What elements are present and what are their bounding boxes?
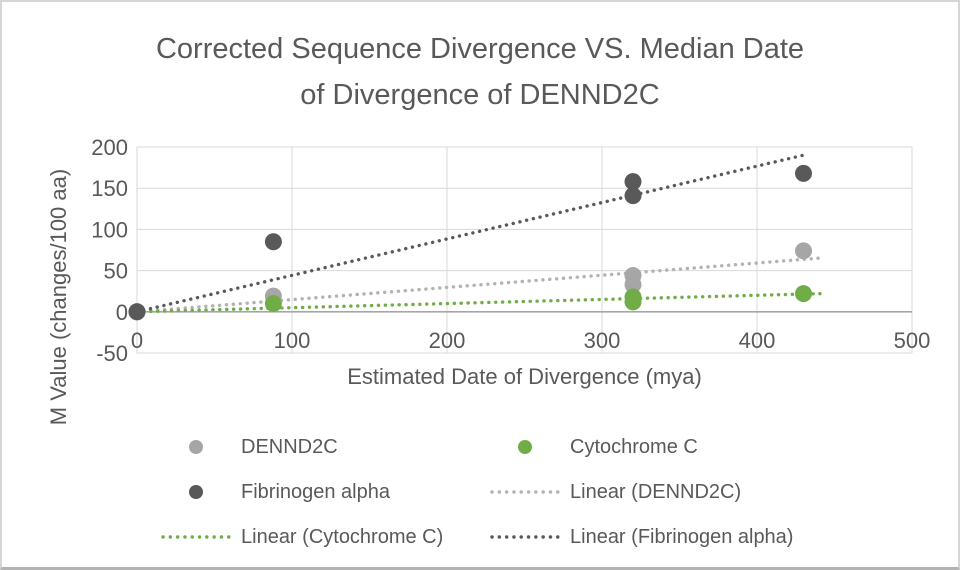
legend-item-linear-cytochrome-c: Linear (Cytochrome C) <box>160 524 443 550</box>
y-tick-label-100: 100 <box>91 217 128 242</box>
y-tick-label-200: 200 <box>91 135 128 160</box>
y-axis-title: M Value (changes/100 aa) <box>46 168 71 426</box>
y-tick-label-150: 150 <box>91 176 128 201</box>
legend-marker-dot <box>160 440 232 454</box>
x-axis-title: Estimated Date of Divergence (mya) <box>347 364 702 389</box>
legend-dot-icon <box>189 485 203 499</box>
legend-label: Cytochrome C <box>570 435 698 458</box>
x-tick-label-100: 100 <box>274 328 311 353</box>
legend-item-linear-dennd2c: Linear (DENND2C) <box>489 479 741 505</box>
legend-dot-icon <box>189 440 203 454</box>
point-fibrinogen-alpha <box>128 303 146 321</box>
point-fibrinogen-alpha <box>624 173 642 191</box>
x-tick-label-200: 200 <box>429 328 466 353</box>
legend-item-cytochrome-c: Cytochrome C <box>489 434 698 460</box>
legend-marker-dotted-line <box>489 534 561 540</box>
point-fibrinogen-alpha <box>624 187 642 205</box>
chart-title-line-2: of Divergence of DENND2C <box>300 79 660 111</box>
dotted-line-icon <box>490 490 560 494</box>
point-cytochrome-c <box>264 295 282 313</box>
legend-item-linear-fibrinogen-alpha: Linear (Fibrinogen alpha) <box>489 524 793 550</box>
trendline-linear-fibrinogen-alpha <box>135 153 807 314</box>
legend-marker-dot <box>489 440 561 454</box>
legend-label: Linear (Fibrinogen alpha) <box>570 525 794 548</box>
y-tick-label-0: 0 <box>116 300 128 325</box>
y-tick-label-50: 50 <box>104 259 128 284</box>
dotted-line-icon <box>161 535 231 539</box>
legend-marker-dotted-line <box>489 489 561 495</box>
trendline-linear-dennd2c <box>135 256 826 314</box>
dotted-line-icon <box>490 535 560 539</box>
point-fibrinogen-alpha <box>795 164 812 182</box>
x-tick-label-0: 0 <box>131 328 143 353</box>
legend-item-fibrinogen-alpha: Fibrinogen alpha <box>160 479 390 505</box>
point-dennd2c <box>624 267 642 285</box>
point-cytochrome-c <box>795 285 812 303</box>
point-fibrinogen-alpha <box>264 233 282 251</box>
x-tick-label-300: 300 <box>584 328 621 353</box>
x-tick-label-500: 500 <box>894 328 931 353</box>
y-tick-label--50: -50 <box>96 341 128 366</box>
trendline-linear-cytochrome-c <box>135 291 826 314</box>
x-tick-label-400: 400 <box>739 328 776 353</box>
legend-label: Fibrinogen alpha <box>241 480 390 503</box>
chart-title-line-1: Corrected Sequence Divergence VS. Median… <box>155 33 805 65</box>
legend-label: Linear (DENND2C) <box>570 480 742 503</box>
legend-label: Linear (Cytochrome C) <box>241 525 444 548</box>
point-dennd2c <box>795 242 812 260</box>
legend-label: DENND2C <box>241 435 338 458</box>
legend-marker-dot <box>160 485 232 499</box>
legend-item-dennd2c: DENND2C <box>160 434 338 460</box>
point-cytochrome-c <box>624 288 642 306</box>
chart-title: Corrected Sequence Divergence VS. Median… <box>2 26 958 118</box>
legend-marker-dotted-line <box>160 534 232 540</box>
legend-dot-icon <box>518 440 532 454</box>
